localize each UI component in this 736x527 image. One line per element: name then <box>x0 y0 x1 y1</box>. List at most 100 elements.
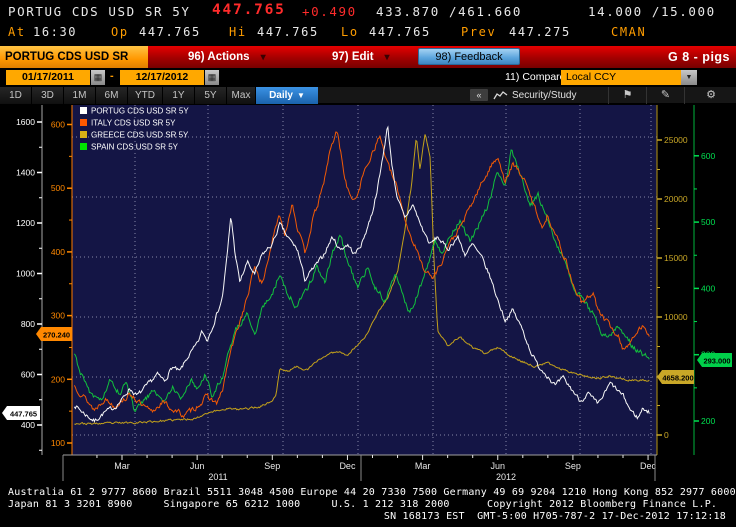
edit-label: 97) Edit <box>332 51 374 63</box>
high-label: Hi <box>229 25 247 39</box>
svg-text:4658.200: 4658.200 <box>662 374 693 383</box>
calendar-icon[interactable]: ▦ <box>91 70 105 85</box>
tab-1d[interactable]: 1D <box>0 87 32 104</box>
svg-text:1600: 1600 <box>16 117 35 127</box>
last-price-badge-portugal: 447.765 <box>2 406 40 420</box>
gridlines <box>72 105 657 455</box>
svg-text:400: 400 <box>701 283 715 293</box>
open-value: 447.765 <box>139 25 201 39</box>
x-axis: Mar Jun Sep Dec Mar Jun Sep Dec 2011 2012 <box>62 454 657 482</box>
dropdown-arrow-icon: ▾ <box>384 52 390 63</box>
series-italy <box>73 131 650 419</box>
last-price-badge-greece: 4658.200 <box>657 370 694 384</box>
tab-ytd[interactable]: YTD <box>128 87 163 104</box>
svg-text:20000: 20000 <box>664 194 688 204</box>
chart-panel: 1600 1400 1200 1000 800 600 400 600 500 400 300 200… <box>0 104 736 484</box>
bid-ask-size: 14.000 /15.000 <box>588 4 716 19</box>
series-spain <box>73 149 650 412</box>
svg-text:Jun: Jun <box>490 461 505 471</box>
compare-button[interactable]: 11) Compare <box>505 71 566 83</box>
gear-icon[interactable]: ⚙ <box>684 87 736 104</box>
series-greece <box>74 134 650 426</box>
svg-text:Dec: Dec <box>339 461 356 471</box>
chart-title: G 8 - pigs <box>668 50 730 64</box>
svg-text:25000: 25000 <box>664 135 688 145</box>
svg-text:300: 300 <box>51 311 65 321</box>
svg-text:2011: 2011 <box>208 472 227 482</box>
edit-menu[interactable]: 97) Edit ▾ <box>332 46 390 68</box>
svg-text:2012: 2012 <box>496 472 516 482</box>
legend[interactable]: PORTUG CDS USD SR 5Y ITALY CDS USD SR 5Y G… <box>80 107 189 152</box>
svg-text:800: 800 <box>21 319 35 329</box>
currency-select[interactable]: Local CCY <box>561 70 681 85</box>
tab-3d[interactable]: 3D <box>32 87 64 104</box>
range-bar: 01/17/2011 ▦ - 12/17/2012 ▦ 11) Compare … <box>0 68 736 87</box>
svg-text:Jun: Jun <box>190 461 205 471</box>
legend-swatch-portugal <box>80 107 87 114</box>
tab-1y[interactable]: 1Y <box>163 87 195 104</box>
note-edit-icon[interactable]: ✎ <box>646 87 684 104</box>
terminal-footer: Australia 61 2 9777 8600 Brazil 5511 304… <box>0 484 736 527</box>
svg-text:600: 600 <box>21 370 35 380</box>
price-source: CMAN <box>611 25 647 39</box>
open-label: Op <box>111 25 129 39</box>
footer-line-2: Japan 81 3 3201 8900 Singapore 65 6212 1… <box>8 499 718 510</box>
legend-label-italy: ITALY CDS USD SR 5Y <box>91 119 176 128</box>
svg-text:293.000: 293.000 <box>703 357 730 366</box>
svg-text:Mar: Mar <box>415 461 431 471</box>
svg-text:Sep: Sep <box>264 461 280 471</box>
svg-text:100: 100 <box>51 438 65 448</box>
svg-text:Dec: Dec <box>640 461 657 471</box>
last-price-badge-italy: 270.240 <box>36 327 72 341</box>
legend-swatch-italy <box>80 119 87 126</box>
dropdown-arrow-icon: ▾ <box>260 52 266 63</box>
date-from-field[interactable]: 01/17/2011 <box>6 70 90 85</box>
tab-6m[interactable]: 6M <box>96 87 128 104</box>
actions-menu[interactable]: 96) Actions ▾ <box>188 46 266 68</box>
chevron-down-icon[interactable]: ▼ <box>681 70 697 85</box>
svg-text:400: 400 <box>51 247 65 257</box>
footer-line-1: Australia 61 2 9777 8600 Brazil 5511 304… <box>8 487 736 498</box>
calendar-icon[interactable]: ▦ <box>205 70 219 85</box>
axis-greece: 25000 20000 15000 10000 0 <box>656 105 688 455</box>
legend-swatch-greece <box>80 131 87 138</box>
legend-swatch-spain <box>80 143 87 150</box>
svg-text:200: 200 <box>51 374 65 384</box>
svg-text:600: 600 <box>51 120 65 130</box>
svg-text:270.240: 270.240 <box>43 331 70 340</box>
annotate-icon[interactable]: ⚑ <box>608 87 646 104</box>
quote-header: PORTUG CDS USD SR 5Y 447.765 +0.490 433.… <box>0 0 736 46</box>
price-chart-svg[interactable]: 1600140012001000800600400600500400300200… <box>0 104 736 484</box>
high-value: 447.765 <box>257 25 319 39</box>
frequency-select[interactable]: Daily ▼ <box>256 87 318 104</box>
security-tab[interactable]: PORTUG CDS USD SR <box>0 46 148 68</box>
feedback-button[interactable]: 98) Feedback <box>418 48 520 65</box>
svg-text:15000: 15000 <box>664 253 688 263</box>
collapse-button[interactable]: « <box>470 89 488 101</box>
at-label: At <box>8 25 26 39</box>
svg-text:Sep: Sep <box>565 461 581 471</box>
low-value: 447.765 <box>369 25 431 39</box>
svg-text:Mar: Mar <box>114 461 130 471</box>
tab-5y[interactable]: 5Y <box>195 87 227 104</box>
svg-text:1000: 1000 <box>16 269 35 279</box>
svg-text:500: 500 <box>51 183 65 193</box>
range-separator: - <box>110 70 114 82</box>
svg-text:400: 400 <box>21 420 35 430</box>
price-change: +0.490 <box>302 4 357 19</box>
last-price: 447.765 <box>212 2 286 18</box>
svg-text:1400: 1400 <box>16 168 35 178</box>
svg-text:200: 200 <box>701 416 715 426</box>
prev-label: Prev <box>461 25 497 39</box>
security-study-menu[interactable]: Security/Study <box>512 90 577 101</box>
legend-label-portugal: PORTUG CDS USD SR 5Y <box>91 107 189 116</box>
chevron-down-icon: ▼ <box>296 91 305 100</box>
frequency-label: Daily <box>269 90 293 101</box>
at-time: 16:30 <box>33 25 78 39</box>
footer-line-3: SN 168173 EST GMT-5:00 H705-787-2 17-Dec… <box>383 511 726 522</box>
tab-max[interactable]: Max <box>227 87 256 104</box>
date-to-field[interactable]: 12/17/2012 <box>120 70 204 85</box>
tab-1m[interactable]: 1M <box>64 87 96 104</box>
